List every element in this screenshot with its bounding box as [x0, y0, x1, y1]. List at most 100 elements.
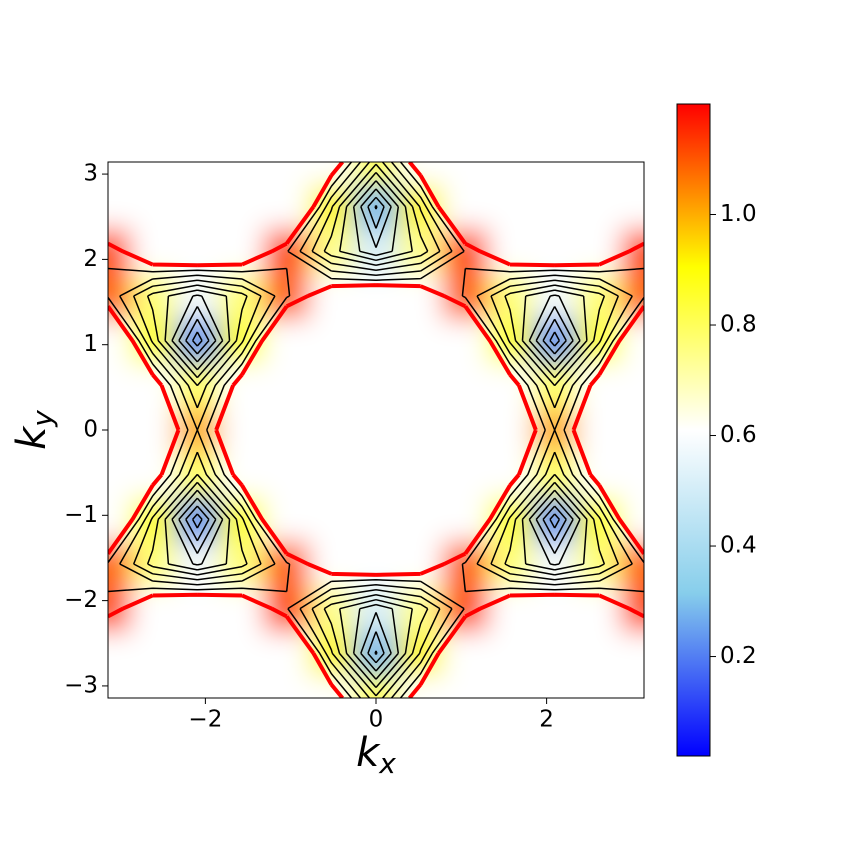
- cell: [577, 631, 623, 677]
- contour-line: [178, 188, 574, 672]
- cell: [130, 318, 176, 364]
- contour-line: [164, 172, 588, 688]
- cell: [175, 675, 221, 698]
- cell: [577, 184, 623, 230]
- cell: [219, 184, 265, 230]
- cell: [264, 497, 310, 543]
- cell: [577, 497, 623, 543]
- cell: [443, 541, 489, 587]
- cell: [353, 452, 399, 498]
- cell: [577, 586, 623, 632]
- cell: [309, 497, 355, 543]
- cell: [309, 318, 355, 364]
- cell: [532, 273, 578, 319]
- contour-line: [108, 162, 644, 698]
- cell: [130, 184, 176, 230]
- cell: [175, 318, 221, 364]
- cell: [108, 184, 131, 230]
- colorbar-tick-label: 0.4: [720, 533, 757, 559]
- cell: [621, 631, 644, 677]
- cell: [487, 631, 533, 677]
- cell: [487, 318, 533, 364]
- y-tick-label: 1: [83, 331, 98, 357]
- cell: [398, 363, 444, 409]
- contour-line: [146, 163, 606, 697]
- x-axis-label: kx: [356, 730, 396, 780]
- cell: [175, 184, 221, 230]
- cell: [353, 318, 399, 364]
- cell: [108, 541, 131, 587]
- cell: [219, 162, 265, 185]
- cell: [309, 452, 355, 498]
- contour-line: [171, 180, 581, 680]
- y-tick-label: −3: [64, 672, 98, 698]
- x-tick-label: 2: [539, 707, 554, 733]
- cell: [309, 273, 355, 319]
- cell: [487, 162, 533, 185]
- cell: [108, 407, 131, 453]
- cell: [108, 631, 131, 677]
- cell: [108, 452, 131, 498]
- colorbar-tick-label: 0.6: [720, 422, 757, 448]
- cell: [577, 675, 623, 698]
- cell: [487, 497, 533, 543]
- cell: [219, 631, 265, 677]
- cell: [219, 586, 265, 632]
- cell: [264, 675, 310, 698]
- cell: [532, 229, 578, 275]
- y-label-base: k: [9, 425, 55, 450]
- cell: [175, 229, 221, 275]
- cell: [621, 162, 644, 185]
- y-label-sub: y: [26, 410, 59, 428]
- cell: [577, 162, 623, 185]
- cell: [309, 363, 355, 409]
- contour-line: [119, 162, 633, 698]
- cell: [532, 162, 578, 185]
- cell: [532, 675, 578, 698]
- cell: [264, 541, 310, 587]
- x-tick-label: 0: [369, 707, 384, 733]
- cell: [532, 497, 578, 543]
- cell: [175, 497, 221, 543]
- y-tick-label: 0: [83, 417, 98, 443]
- cell: [398, 497, 444, 543]
- cell: [108, 363, 131, 409]
- cell: [264, 452, 310, 498]
- cell: [398, 318, 444, 364]
- contour-edge: [108, 162, 644, 698]
- cell: [621, 363, 644, 409]
- colorbar: [676, 103, 711, 757]
- cell: [443, 273, 489, 319]
- contours: [108, 162, 644, 698]
- cell: [264, 162, 310, 185]
- cell: [621, 541, 644, 587]
- cell: [621, 407, 644, 453]
- cell: [487, 229, 533, 275]
- colorbar-tick-label: 0.2: [720, 643, 757, 669]
- cell: [130, 675, 176, 698]
- cell: [487, 407, 533, 453]
- y-axis-label: ky: [9, 410, 59, 450]
- cell: [443, 675, 489, 698]
- cell: [398, 273, 444, 319]
- cell: [443, 497, 489, 543]
- cell: [353, 363, 399, 409]
- x-label-base: k: [356, 730, 381, 776]
- cell: [532, 184, 578, 230]
- cell: [532, 631, 578, 677]
- y-tick-label: −2: [64, 587, 98, 613]
- contour-line: [185, 196, 567, 664]
- cell: [621, 675, 644, 698]
- cell: [443, 318, 489, 364]
- contour-line: [191, 205, 561, 655]
- y-tick-label: 3: [83, 161, 98, 187]
- cell: [108, 675, 131, 698]
- cell: [353, 407, 399, 453]
- cell: [219, 675, 265, 698]
- cell: [443, 363, 489, 409]
- cell: [353, 273, 399, 319]
- cell: [487, 586, 533, 632]
- cell: [264, 407, 310, 453]
- cell: [398, 407, 444, 453]
- cell: [219, 407, 265, 453]
